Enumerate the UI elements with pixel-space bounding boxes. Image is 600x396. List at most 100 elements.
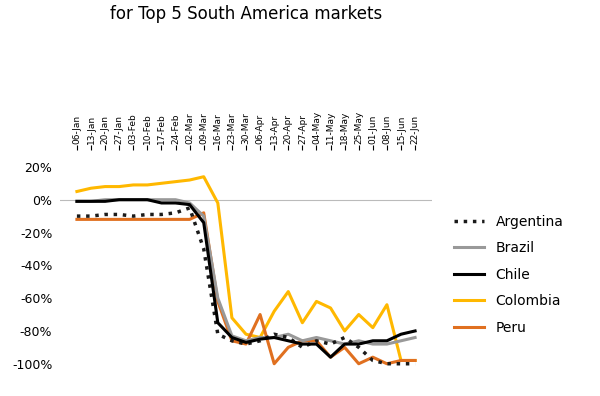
- Peru: [284, 345, 292, 350]
- Chile: [186, 202, 193, 207]
- Chile: [284, 339, 292, 343]
- Colombia: [271, 309, 278, 314]
- Line: Chile: Chile: [77, 200, 415, 357]
- Brazil: [242, 339, 250, 343]
- Brazil: [355, 339, 362, 343]
- Argentina: [88, 214, 95, 219]
- Peru: [412, 358, 419, 363]
- Argentina: [299, 345, 306, 350]
- Chile: [101, 199, 109, 204]
- Chile: [299, 342, 306, 346]
- Chile: [327, 355, 334, 360]
- Chile: [158, 201, 165, 206]
- Argentina: [186, 206, 193, 210]
- Chile: [412, 329, 419, 333]
- Colombia: [284, 289, 292, 294]
- Argentina: [101, 212, 109, 217]
- Chile: [397, 332, 404, 337]
- Peru: [172, 217, 179, 222]
- Argentina: [242, 342, 250, 346]
- Brazil: [73, 199, 80, 204]
- Colombia: [355, 312, 362, 317]
- Argentina: [214, 332, 221, 337]
- Colombia: [144, 183, 151, 187]
- Argentina: [355, 345, 362, 350]
- Colombia: [229, 316, 236, 320]
- Line: Colombia: Colombia: [77, 177, 415, 360]
- Line: Brazil: Brazil: [77, 200, 415, 344]
- Peru: [229, 339, 236, 343]
- Peru: [313, 339, 320, 343]
- Argentina: [130, 214, 137, 219]
- Colombia: [116, 184, 123, 189]
- Colombia: [242, 332, 250, 337]
- Brazil: [299, 339, 306, 343]
- Colombia: [341, 329, 348, 333]
- Argentina: [341, 335, 348, 340]
- Brazil: [313, 335, 320, 340]
- Brazil: [130, 197, 137, 202]
- Brazil: [327, 339, 334, 343]
- Brazil: [101, 197, 109, 202]
- Peru: [158, 217, 165, 222]
- Peru: [271, 362, 278, 366]
- Argentina: [200, 247, 208, 251]
- Brazil: [383, 342, 391, 346]
- Chile: [214, 320, 221, 325]
- Colombia: [172, 179, 179, 184]
- Argentina: [172, 210, 179, 215]
- Brazil: [271, 335, 278, 340]
- Brazil: [229, 333, 236, 338]
- Peru: [242, 342, 250, 346]
- Peru: [299, 339, 306, 343]
- Chile: [172, 201, 179, 206]
- Brazil: [412, 335, 419, 340]
- Colombia: [299, 320, 306, 325]
- Colombia: [313, 299, 320, 304]
- Argentina: [256, 339, 263, 343]
- Argentina: [73, 214, 80, 219]
- Colombia: [412, 358, 419, 363]
- Colombia: [130, 183, 137, 187]
- Brazil: [172, 197, 179, 202]
- Brazil: [284, 332, 292, 337]
- Brazil: [256, 335, 263, 340]
- Colombia: [158, 181, 165, 186]
- Argentina: [116, 212, 123, 217]
- Colombia: [186, 178, 193, 183]
- Peru: [355, 362, 362, 366]
- Chile: [116, 197, 123, 202]
- Peru: [214, 299, 221, 304]
- Chile: [271, 335, 278, 340]
- Peru: [256, 312, 263, 317]
- Brazil: [158, 197, 165, 202]
- Colombia: [397, 358, 404, 363]
- Chile: [313, 342, 320, 346]
- Colombia: [383, 302, 391, 307]
- Brazil: [214, 296, 221, 301]
- Chile: [130, 197, 137, 202]
- Chile: [242, 340, 250, 345]
- Peru: [73, 217, 80, 222]
- Colombia: [73, 189, 80, 194]
- Line: Peru: Peru: [77, 213, 415, 364]
- Colombia: [369, 325, 376, 330]
- Argentina: [284, 335, 292, 340]
- Line: Argentina: Argentina: [77, 208, 415, 364]
- Title: Year-over-year change in flights through 2020
for Top 5 South America markets: Year-over-year change in flights through…: [56, 0, 436, 23]
- Argentina: [369, 358, 376, 363]
- Colombia: [88, 186, 95, 190]
- Chile: [369, 339, 376, 343]
- Chile: [355, 342, 362, 346]
- Argentina: [313, 339, 320, 343]
- Legend: Argentina, Brazil, Chile, Colombia, Peru: Argentina, Brazil, Chile, Colombia, Peru: [454, 215, 563, 335]
- Colombia: [327, 306, 334, 310]
- Brazil: [186, 201, 193, 206]
- Brazil: [369, 342, 376, 346]
- Argentina: [158, 212, 165, 217]
- Chile: [144, 197, 151, 202]
- Brazil: [144, 197, 151, 202]
- Peru: [144, 217, 151, 222]
- Chile: [256, 337, 263, 341]
- Peru: [200, 210, 208, 215]
